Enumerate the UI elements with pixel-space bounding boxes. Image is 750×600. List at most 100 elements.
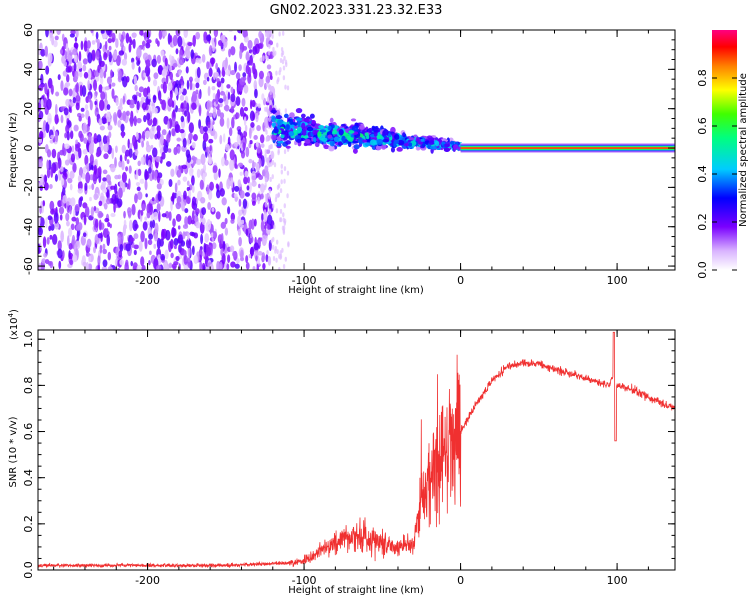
spectrogram-x-tick-label: -100 <box>292 274 317 287</box>
noise-blob <box>118 32 122 41</box>
signal-blob <box>373 132 378 137</box>
noise-blob <box>76 92 80 101</box>
signal-blob <box>297 126 302 133</box>
noise-blob <box>185 50 191 59</box>
noise-blob <box>99 60 105 68</box>
noise-blob <box>73 54 78 63</box>
noise-blob <box>219 117 225 127</box>
noise-blob <box>122 95 126 105</box>
noise-blob <box>121 144 126 154</box>
signal-blob <box>285 140 292 145</box>
noise-blob <box>75 143 80 153</box>
noise-blob-faint <box>268 155 272 161</box>
noise-blob <box>186 195 191 205</box>
noise-blob <box>98 99 105 111</box>
noise-blob <box>147 92 151 100</box>
noise-blob <box>230 261 236 268</box>
noise-blob <box>220 77 225 84</box>
noise-blob <box>203 242 207 255</box>
noise-blob <box>40 98 44 108</box>
snr-x-tick-label: 0 <box>457 574 464 587</box>
noise-blob <box>69 183 73 191</box>
noise-blob <box>151 58 157 68</box>
noise-blob <box>44 82 48 95</box>
noise-blob-faint <box>268 43 271 49</box>
noise-blob <box>47 112 52 125</box>
noise-blob-faint <box>266 160 269 166</box>
noise-blob <box>98 84 103 93</box>
noise-blob <box>93 205 97 212</box>
noise-blob <box>237 215 242 226</box>
noise-blob <box>164 57 168 67</box>
noise-blob <box>187 41 193 47</box>
noise-blob <box>126 183 130 190</box>
noise-blob <box>141 264 146 270</box>
signal-blob <box>341 135 346 143</box>
signal-blob <box>371 125 376 130</box>
noise-blob-faint <box>273 224 276 230</box>
colorbar: 0.0 0.2 0.4 0.6 0.8 Normalized spectral ampl… <box>696 30 749 279</box>
noise-blob <box>227 254 231 263</box>
noise-blob <box>103 51 108 61</box>
noise-blob <box>187 215 192 225</box>
noise-blob-faint <box>278 253 281 259</box>
colorbar-tick-label: 0.6 <box>696 117 709 135</box>
noise-blob-faint <box>269 30 272 35</box>
noise-blob <box>156 125 161 133</box>
noise-blob <box>78 50 82 62</box>
noise-blob <box>182 137 187 148</box>
noise-blob <box>73 62 77 72</box>
noise-blob <box>192 34 196 47</box>
noise-blob-faint <box>263 209 267 215</box>
noise-blob <box>193 254 199 265</box>
noise-blob <box>248 158 253 164</box>
noise-blob <box>68 252 74 260</box>
noise-blob-faint <box>267 109 270 115</box>
noise-blob <box>206 184 210 195</box>
noise-blob <box>268 91 274 103</box>
noise-blob <box>155 160 159 169</box>
signal-blob <box>415 146 421 151</box>
noise-blob <box>120 41 124 48</box>
signal-blob <box>302 129 307 136</box>
noise-blob <box>207 202 211 210</box>
noise-blob <box>229 159 235 171</box>
spectrogram-y-tick-label: -20 <box>22 178 35 196</box>
spectrogram-x-tick-label: -200 <box>135 274 160 287</box>
noise-blob <box>233 34 237 42</box>
snr-y-tick-label: 0.6 <box>22 423 35 441</box>
noise-blob <box>64 159 70 166</box>
noise-blob <box>82 64 87 72</box>
noise-blob <box>227 91 231 100</box>
noise-blob <box>188 76 193 83</box>
noise-blob <box>258 183 261 189</box>
noise-blob-faint <box>282 65 286 71</box>
noise-blob <box>175 213 182 222</box>
noise-blob <box>242 198 248 209</box>
noise-blob <box>89 100 93 111</box>
noise-blob-faint <box>271 174 274 180</box>
signal-blob <box>318 124 325 129</box>
noise-blob <box>178 69 182 76</box>
noise-blob <box>248 142 252 149</box>
noise-blob-faint <box>281 247 284 253</box>
noise-blob <box>148 166 152 174</box>
noise-blob <box>144 65 151 77</box>
signal-blob <box>413 134 418 138</box>
noise-blob <box>164 249 169 260</box>
noise-blob <box>156 54 162 64</box>
noise-blob <box>167 98 174 108</box>
noise-blob <box>151 169 155 180</box>
noise-blob <box>258 70 264 80</box>
noise-blob <box>87 68 92 81</box>
signal-blob <box>375 145 382 151</box>
noise-blob <box>249 233 253 239</box>
noise-blob <box>43 252 48 258</box>
noise-blob <box>223 105 227 111</box>
noise-blob <box>136 186 141 192</box>
noise-blob <box>175 201 182 210</box>
noise-blob <box>183 100 187 110</box>
noise-blob <box>215 62 218 70</box>
noise-blob <box>38 159 43 169</box>
colorbar-tick-label: 0.4 <box>696 165 709 183</box>
